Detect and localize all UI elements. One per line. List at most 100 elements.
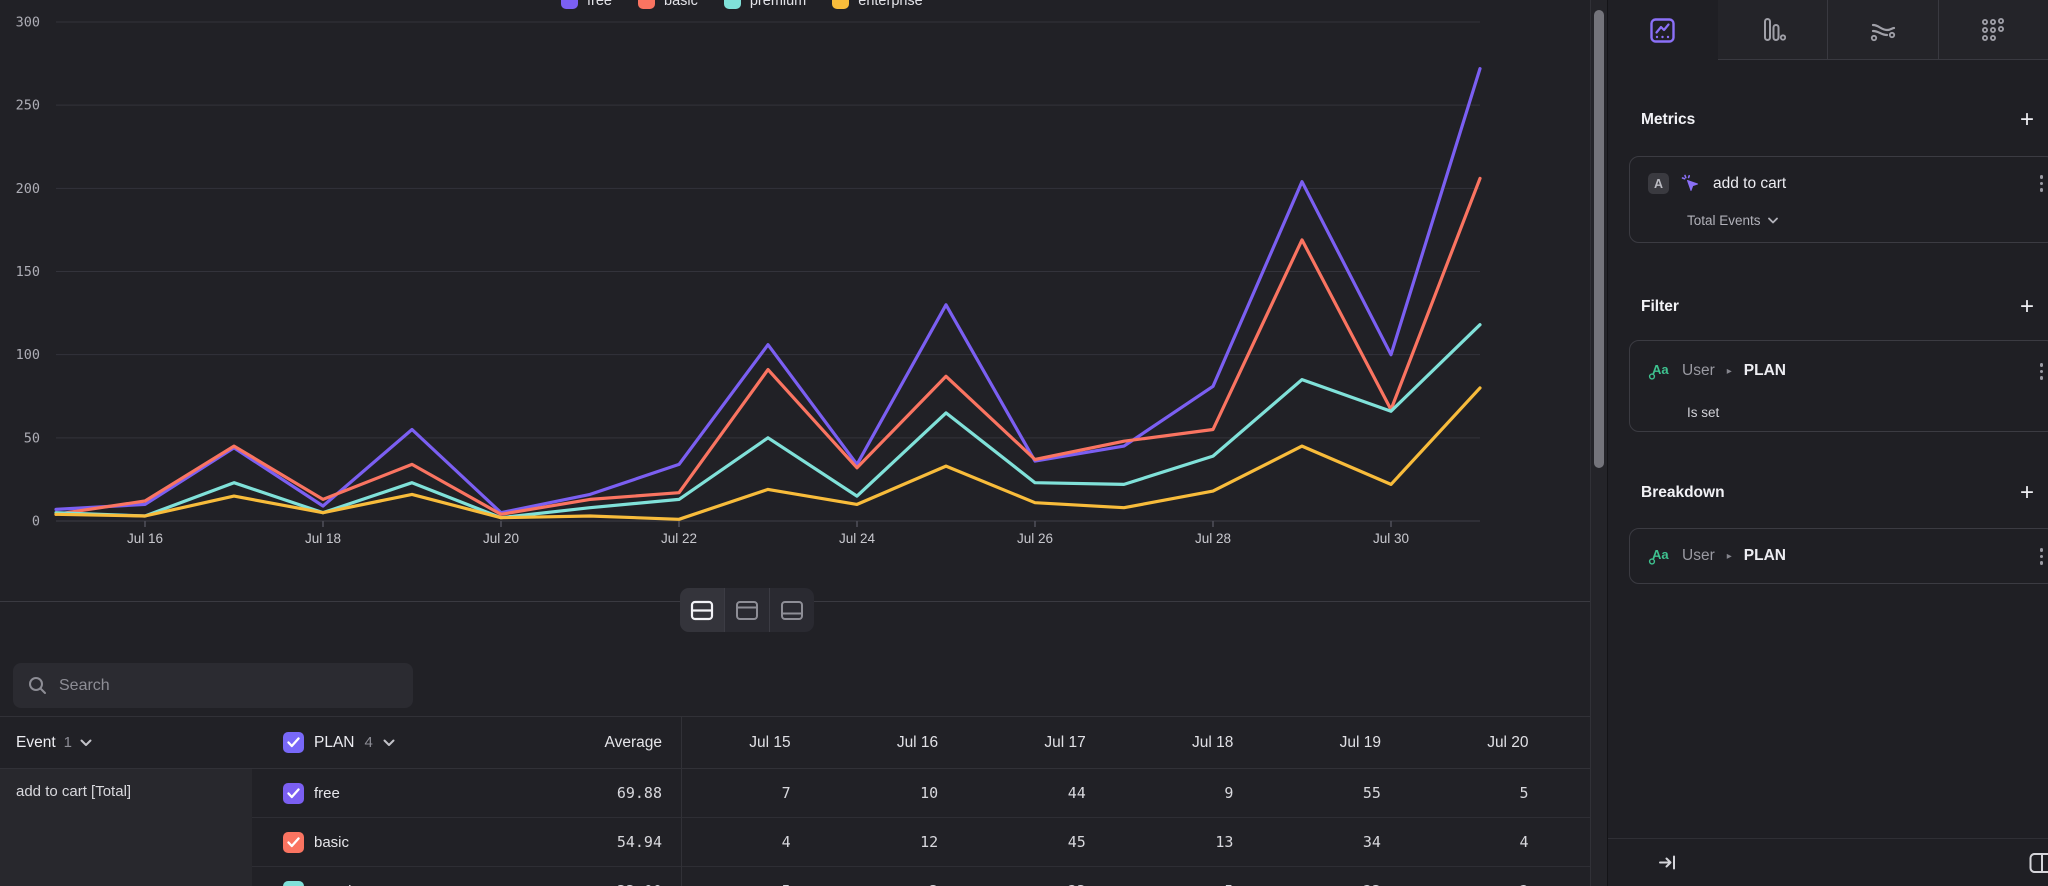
plan-column-header[interactable]: PLAN 4: [252, 732, 532, 753]
search-input[interactable]: [59, 676, 398, 695]
y-axis-label: 0: [32, 514, 40, 530]
series-checkbox[interactable]: [283, 782, 304, 804]
line-chart[interactable]: 0 50 100 150 200 250 300 Jul 16 Jul 18 Jul 20 Jul …: [0, 0, 1590, 602]
add-filter-button[interactable]: +: [2019, 293, 2034, 320]
x-axis-label: Jul 30: [1373, 531, 1409, 546]
legend-item-premium[interactable]: premium: [723, 0, 807, 9]
tab-flows[interactable]: [1827, 0, 1938, 60]
add-metric-button[interactable]: +: [2019, 106, 2034, 133]
y-axis-label: 100: [16, 347, 40, 363]
event-group-cell[interactable]: add to cart [Total]: [0, 769, 252, 886]
breadcrumb-caret-icon: ▸: [1726, 550, 1732, 562]
filter-card[interactable]: Aa User ▸ PLAN Is set: [1629, 340, 2048, 432]
date-column-header[interactable]: Jul 15: [749, 733, 791, 751]
legend-label: enterprise: [858, 0, 923, 9]
metric-card[interactable]: A add to cart Total Events: [1629, 156, 2048, 243]
chart-area: free basic premium enterprise 0 50 100 150 200 2…: [0, 0, 1590, 602]
event-header-count: 1: [63, 734, 72, 751]
tab-bar-chart[interactable]: [1717, 0, 1827, 60]
breakdown-options-menu[interactable]: [2039, 548, 2043, 565]
filter-property: PLAN: [1743, 362, 1786, 379]
add-breakdown-button[interactable]: +: [2019, 479, 2034, 506]
vertical-scrollbar[interactable]: [1590, 0, 1607, 886]
table-cell-value: 13: [1215, 833, 1234, 851]
plan-header-count: 4: [364, 734, 373, 751]
table-cell-value: 4: [781, 833, 791, 851]
breakdown-property: PLAN: [1743, 547, 1786, 564]
legend-label: premium: [749, 0, 807, 9]
date-column-header[interactable]: Jul 20: [1487, 733, 1529, 751]
table-cell-value: 7: [781, 784, 791, 802]
date-column-header[interactable]: Jul 16: [896, 733, 939, 751]
average-value: 54.94: [616, 833, 662, 851]
chevron-down-icon: [383, 739, 395, 746]
legend-swatch: [723, 0, 741, 9]
table-rows: free69.88710449555basic54.944124513344pr…: [252, 769, 1590, 886]
table-row-premium: premium33.0053235232: [252, 867, 1590, 886]
series-name: premium: [314, 883, 372, 886]
sidebar-footer: [1608, 838, 2048, 886]
row-series-cell: basic: [252, 831, 532, 853]
table-cell-value: 5: [681, 882, 829, 886]
event-click-icon: [1681, 174, 1698, 191]
legend-item-free[interactable]: free: [561, 0, 612, 9]
average-column-header[interactable]: Average: [604, 733, 662, 751]
x-axis-label: Jul 22: [661, 531, 697, 546]
scrollbar-thumb[interactable]: [1594, 10, 1604, 468]
svg-text:Aa: Aa: [1652, 547, 1669, 562]
series-line-basic[interactable]: [54, 176, 1482, 516]
layout-split-bottom-button[interactable]: [769, 588, 814, 632]
flows-icon: [1870, 23, 1895, 41]
table-cell-value: 55: [1362, 784, 1381, 802]
y-axis-label: 150: [16, 264, 40, 280]
layout-toggle-group: [680, 588, 814, 632]
y-axis-label: 50: [24, 430, 40, 446]
filter-title: Filter: [1641, 298, 1679, 315]
series-checkbox[interactable]: [283, 880, 304, 886]
legend-swatch: [638, 0, 655, 9]
filter-options-menu[interactable]: [2039, 363, 2043, 380]
series-checkbox[interactable]: [283, 831, 304, 853]
table-row-free: free 69.88 7 10 44 9 55 5: [252, 769, 1590, 818]
x-axis-label: Jul 18: [305, 531, 341, 546]
series-line-premium[interactable]: [54, 323, 1482, 520]
breakdown-table: Event 1 PLAN 4: [0, 716, 1590, 886]
layout-panel-icon[interactable]: [2029, 852, 2048, 874]
legend-swatch: [832, 0, 850, 9]
tab-insights-chart[interactable]: [1608, 0, 1718, 60]
layout-split-middle-button[interactable]: [680, 588, 724, 632]
table-body: add to cart [Total] free 69.88 7 10 44 9 55 5 ba…: [0, 769, 1590, 886]
tab-grid-apps[interactable]: [1937, 0, 2048, 60]
legend-item-basic[interactable]: basic: [638, 0, 698, 9]
collapse-panel-icon[interactable]: [1658, 853, 1677, 872]
layout-split-top-button[interactable]: [724, 588, 769, 632]
grid-apps-icon: [1982, 17, 2005, 41]
series-name: basic: [314, 833, 350, 851]
table-cell-value: 5: [1124, 882, 1272, 886]
aggregation-selector[interactable]: Total Events: [1687, 213, 1778, 228]
plan-header-label: PLAN: [314, 733, 355, 751]
series-line-free[interactable]: [54, 66, 1482, 515]
split-bottom-icon: [781, 600, 803, 620]
event-group-label: add to cart [Total]: [16, 783, 132, 800]
table-cell-value: 34: [1362, 833, 1381, 851]
y-axis-label: 200: [16, 181, 40, 197]
breadcrumb-caret-icon: ▸: [1726, 365, 1732, 377]
metrics-title: Metrics: [1641, 111, 1696, 128]
filter-condition[interactable]: Is set: [1687, 405, 1720, 420]
metric-options-menu[interactable]: [2039, 175, 2043, 192]
chevron-down-icon: [1767, 217, 1778, 224]
plan-select-all-checkbox[interactable]: [283, 732, 304, 753]
metric-letter-badge: A: [1648, 173, 1669, 194]
average-value: 69.88: [616, 784, 662, 802]
legend-item-enterprise[interactable]: enterprise: [832, 0, 923, 9]
breakdown-card[interactable]: Aa User ▸ PLAN: [1629, 528, 2048, 584]
date-column-header[interactable]: Jul 18: [1192, 733, 1234, 751]
series-line-enterprise[interactable]: [54, 386, 1482, 521]
table-row-basic: basic 54.94 4 12 45 13 34 4: [252, 818, 1590, 867]
date-column-header[interactable]: Jul 17: [1044, 733, 1086, 751]
chart-type-tabs: [1608, 0, 2048, 60]
event-column-header[interactable]: Event 1: [0, 734, 252, 752]
chevron-down-icon: [80, 739, 92, 746]
date-column-header[interactable]: Jul 19: [1339, 733, 1381, 751]
